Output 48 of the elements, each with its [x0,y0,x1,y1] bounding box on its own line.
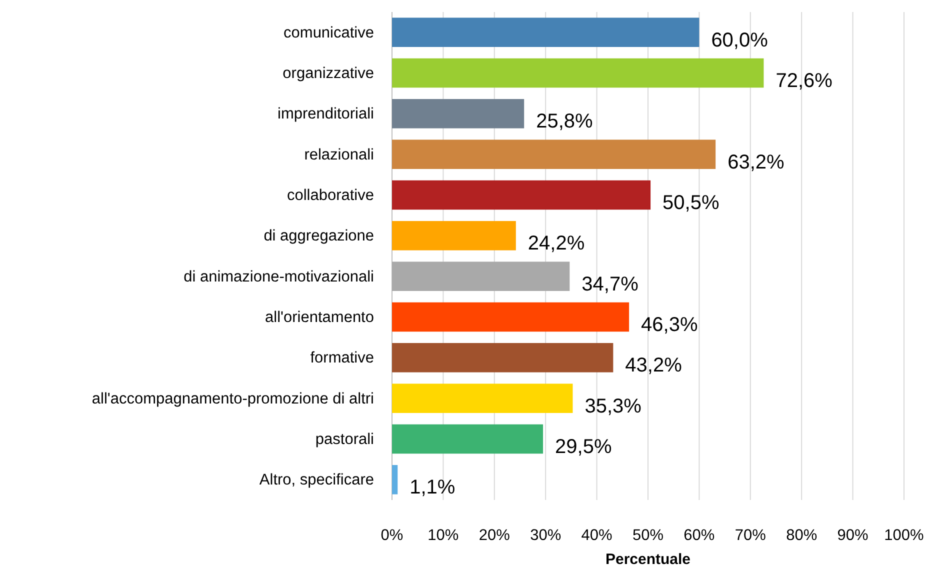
bar [392,343,614,372]
y-tick-label: formative [310,350,374,367]
y-tick-label: comunicative [284,24,374,42]
data-label: 63,2% [728,151,785,174]
data-label: 24,2% [528,232,585,255]
data-label: 50,5% [662,192,720,214]
bar [392,58,764,88]
bar [392,465,398,494]
x-tick-label: 40% [581,527,613,544]
y-tick-label: relazionali [304,146,374,164]
y-tick-label: Altro, specificare [259,472,374,489]
bar [392,424,544,454]
data-label: 34,7% [582,273,639,296]
data-label: 1,1% [410,476,456,499]
y-tick-label: all'orientamento [265,309,374,326]
data-label: 46,3% [641,314,698,336]
y-tick-label: organizzative [282,65,374,82]
y-tick-label: imprenditoriali [278,106,374,123]
x-tick-label: 50% [632,527,664,544]
x-tick-label: 60% [684,527,715,544]
y-tick-label: collaborative [286,187,374,204]
data-label: 29,5% [555,436,612,458]
bar [392,302,630,332]
x-tick-label: 100% [884,527,924,544]
bar [392,18,700,47]
bar [392,99,524,128]
y-tick-label: di animazione-motivazionali [184,268,374,286]
x-tick-label: 70% [734,527,766,544]
y-tick-label: di aggregazione [264,228,374,245]
bar [392,140,716,169]
x-tick-label: 90% [837,527,869,544]
x-tick-label: 20% [478,527,510,544]
x-tick-label: 10% [428,527,459,544]
bar [392,180,651,210]
y-tick-label: all'accompagnamento-promozione di altri [92,390,374,408]
x-axis-title: Percentuale [605,551,691,568]
bar [392,384,573,413]
x-tick-label: 80% [786,527,818,544]
x-tick-label: 30% [530,527,562,544]
x-tick-label: 0% [380,527,404,544]
data-label: 60,0% [711,29,768,52]
data-label: 35,3% [584,395,642,418]
bar [392,221,516,250]
data-label: 72,6% [776,70,833,92]
data-label: 25,8% [536,110,594,133]
bar [392,262,570,291]
y-tick-label: pastorali [315,431,374,448]
data-label: 43,2% [625,354,682,377]
